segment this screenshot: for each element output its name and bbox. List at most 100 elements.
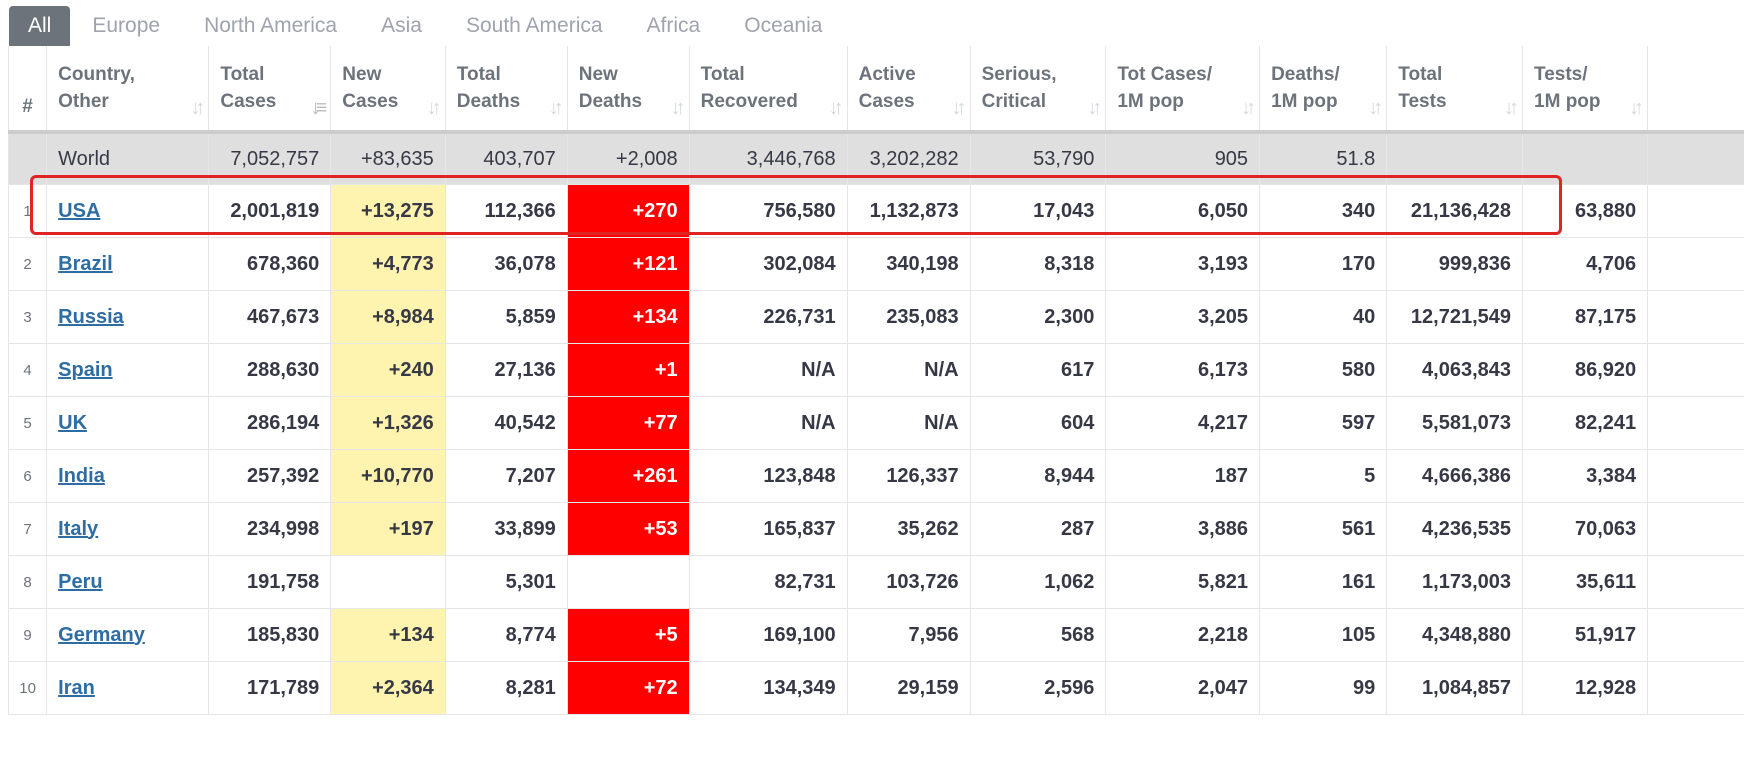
cell-tests-per-1m — [1522, 132, 1648, 185]
tab-asia[interactable]: Asia — [381, 14, 422, 37]
sort-icon[interactable]: ↓↑ — [828, 97, 844, 119]
country-link[interactable]: Peru — [58, 570, 103, 593]
country-link[interactable]: Germany — [58, 623, 145, 646]
column-header-label: Recovered — [700, 91, 798, 112]
cell-cases-per-1m: 3,205 — [1105, 290, 1260, 344]
cell-clipped — [1647, 555, 1744, 609]
cell-tests-per-1m: 51,917 — [1522, 608, 1648, 662]
world-total-row: World 7,052,757 +83,635 403,707 +2,008 3,446,… — [8, 132, 1744, 185]
column-header-total-recovered[interactable]: Total Recovered ↓↑ — [688, 46, 848, 134]
tab-south-america[interactable]: South America — [465, 14, 603, 37]
column-header-new-cases[interactable]: New Cases ↓↑ — [330, 46, 446, 134]
cell-total-cases: 467,673 — [208, 290, 331, 344]
cell-rank: 4 — [8, 343, 47, 397]
cell-cases-per-1m: 2,218 — [1105, 608, 1260, 662]
table-row: 5 UK 286,194 +1,326 40,542 +77 N/A N/A 604 4,217 5… — [8, 396, 1744, 450]
sort-icon[interactable]: ↓↑ — [190, 97, 205, 119]
column-header-label: 1M pop — [1271, 91, 1338, 112]
cell-total-tests: 4,348,880 — [1386, 608, 1523, 662]
column-header-cases-per-1m[interactable]: Tot Cases/1M pop ↓↑ — [1105, 46, 1260, 134]
table-row: 4 Spain 288,630 +240 27,136 +1 N/A N/A 617 6,173 5… — [8, 343, 1744, 397]
cell-new-cases: +4,773 — [330, 237, 446, 291]
column-header-tests-per-1m[interactable]: Tests/1M pop ↓↑ — [1522, 46, 1648, 134]
cell-total-tests: 5,581,073 — [1386, 396, 1523, 450]
column-header-total-tests[interactable]: Total Tests ↓↑ — [1386, 46, 1523, 134]
country-link[interactable]: Brazil — [58, 252, 113, 275]
cell-deaths-per-1m: 99 — [1259, 661, 1387, 715]
cell-total-cases: 678,360 — [208, 237, 331, 291]
tab-africa[interactable]: Africa — [646, 14, 701, 37]
column-header-label: # — [22, 96, 33, 117]
sort-icon[interactable]: ↓↑ — [1087, 97, 1102, 119]
tab-all[interactable]: All — [9, 6, 71, 46]
cell-total-deaths: 40,542 — [444, 396, 568, 450]
cell-clipped — [1647, 343, 1744, 397]
country-link[interactable]: Italy — [58, 517, 99, 540]
sort-icon[interactable]: ↓↑ — [1368, 97, 1383, 119]
cell-clipped — [1647, 608, 1744, 662]
cell-total-deaths: 8,774 — [444, 608, 568, 662]
column-header-clipped — [1647, 46, 1744, 134]
cell-rank: 3 — [8, 290, 47, 344]
column-header-deaths-per-1m[interactable]: Deaths/1M pop ↓↑ — [1259, 46, 1387, 134]
column-header-total-deaths[interactable]: Total Deaths ↓↑ — [444, 46, 568, 134]
cell-total-recovered: 169,100 — [688, 608, 848, 662]
country-link[interactable]: Russia — [58, 305, 124, 328]
table-row: 9 Germany 185,830 +134 8,774 +5 169,100 7,956 56… — [8, 608, 1744, 662]
country-link[interactable]: India — [58, 464, 105, 487]
tab-europe[interactable]: Europe — [92, 14, 161, 37]
country-link[interactable]: Spain — [58, 358, 113, 381]
cell-country: USA — [46, 184, 209, 238]
cell-tests-per-1m: 4,706 — [1522, 237, 1648, 291]
cell-country: World — [46, 132, 209, 185]
cell-tests-per-1m: 63,880 — [1522, 184, 1648, 238]
cell-active-cases: 1,132,873 — [846, 184, 971, 238]
column-header-total-cases[interactable]: Total Cases ↓≡ — [208, 46, 331, 134]
column-header-label: Cases — [342, 91, 399, 112]
cell-rank: 6 — [8, 449, 47, 503]
cell-country: UK — [46, 396, 209, 450]
column-header-new-deaths[interactable]: New Deaths ↓↑ — [566, 46, 690, 134]
sort-descending-icon[interactable]: ↓≡ — [310, 97, 328, 119]
cell-total-tests: 1,173,003 — [1386, 555, 1523, 609]
column-header-active-cases[interactable]: Active Cases ↓↑ — [846, 46, 971, 134]
column-header-label: Tests/ — [1534, 64, 1588, 85]
cell-total-tests: 21,136,428 — [1386, 184, 1523, 238]
country-link[interactable]: Iran — [58, 676, 95, 699]
cell-deaths-per-1m: 161 — [1259, 555, 1387, 609]
country-link[interactable]: USA — [58, 199, 101, 222]
column-header-label: Deaths — [456, 91, 521, 112]
column-header-serious-critical[interactable]: Serious, Critical ↓↑ — [969, 46, 1106, 134]
sort-icon[interactable]: ↓↑ — [1504, 97, 1519, 119]
cell-total-recovered: 134,349 — [688, 661, 848, 715]
table-row: 1 USA 2,001,819 +13,275 112,366 +270 756,580 1,… — [8, 184, 1744, 238]
cell-total-cases: 191,758 — [208, 555, 331, 609]
column-header-label: New — [578, 64, 618, 85]
cell-total-cases: 257,392 — [208, 449, 331, 503]
column-header-label: Active — [858, 64, 916, 85]
cell-new-deaths — [566, 555, 690, 609]
tab-oceania[interactable]: Oceania — [744, 14, 823, 37]
cell-total-deaths: 27,136 — [444, 343, 568, 397]
sort-icon[interactable]: ↓↑ — [670, 97, 686, 119]
cell-deaths-per-1m: 170 — [1259, 237, 1387, 291]
cell-new-cases: +134 — [330, 608, 446, 662]
column-header-rank[interactable]: # — [8, 46, 47, 134]
sort-icon[interactable]: ↓↑ — [951, 97, 967, 119]
column-header-country[interactable]: Country, Other ↓↑ — [46, 46, 209, 134]
cell-rank: 9 — [8, 608, 47, 662]
country-link[interactable]: UK — [58, 411, 88, 434]
cell-total-recovered: 756,580 — [688, 184, 848, 238]
cell-total-tests: 4,666,386 — [1386, 449, 1523, 503]
column-header-label: Total — [456, 64, 501, 85]
sort-icon[interactable]: ↓↑ — [1241, 97, 1256, 119]
tab-north-america[interactable]: North America — [204, 14, 338, 37]
sort-icon[interactable]: ↓↑ — [426, 97, 442, 119]
sort-icon[interactable]: ↓↑ — [1629, 97, 1644, 119]
cell-deaths-per-1m: 340 — [1259, 184, 1387, 238]
column-header-label: 1M pop — [1117, 91, 1184, 112]
sort-icon[interactable]: ↓↑ — [548, 97, 564, 119]
region-tabs: All Europe North America Asia South Amer… — [9, 6, 844, 46]
cell-deaths-per-1m: 561 — [1259, 502, 1387, 556]
column-header-label: Cases — [858, 91, 915, 112]
